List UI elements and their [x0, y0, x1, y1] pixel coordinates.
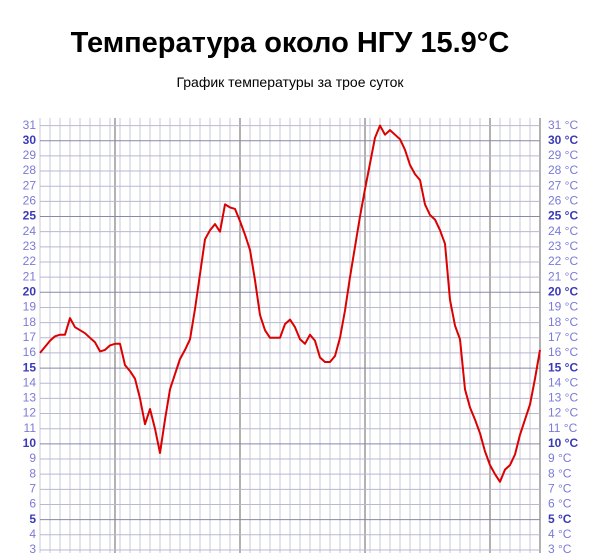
y2-tick-label: 25 °C — [548, 209, 578, 223]
y2-tick-label: 8 °C — [548, 466, 572, 480]
y2-tick-label: 22 °C — [548, 254, 578, 268]
y-tick-label: 12 — [23, 406, 37, 420]
y-tick-label: 25 — [23, 209, 37, 223]
y2-tick-label: 18 °C — [548, 315, 578, 329]
y-tick-label: 11 — [24, 421, 37, 435]
y2-tick-label: 30 °C — [548, 133, 578, 147]
y2-tick-label: 15 °C — [548, 360, 578, 374]
y-tick-label: 18 — [23, 315, 37, 329]
temperature-line — [39, 124, 541, 483]
y2-tick-label: 26 °C — [548, 194, 578, 208]
y2-tick-label: 29 °C — [548, 148, 578, 162]
y-tick-label: 21 — [23, 269, 37, 283]
grid — [39, 118, 541, 553]
y-tick-label: 8 — [29, 466, 36, 480]
y2-tick-label: 5 °C — [548, 512, 572, 526]
y-tick-label: 13 — [23, 391, 37, 405]
y-tick-label: 24 — [23, 224, 37, 238]
chart-title: Температура около НГУ 15.9°C — [71, 27, 510, 59]
y-tick-label: 31 — [23, 118, 37, 132]
y-tick-label: 27 — [23, 178, 37, 192]
y-tick-label: 29 — [23, 148, 37, 162]
y-tick-label: 6 — [29, 497, 36, 511]
y2-tick-label: 3 °C — [548, 542, 572, 553]
y2-tick-label: 4 °C — [548, 527, 572, 541]
y-tick-label: 26 — [23, 194, 37, 208]
y-tick-label: 9 — [29, 451, 36, 465]
y-tick-label: 7 — [29, 482, 36, 496]
y2-tick-label: 27 °C — [548, 178, 578, 192]
y-tick-label: 4 — [29, 527, 36, 541]
y-tick-label: 10 — [23, 436, 37, 450]
y2-tick-label: 17 °C — [548, 330, 578, 344]
y-tick-label: 17 — [23, 330, 37, 344]
y2-tick-label: 11 °C — [548, 421, 578, 435]
y2-tick-label: 23 °C — [548, 239, 578, 253]
y2-tick-label: 16 °C — [548, 345, 578, 359]
y-tick-label: 28 — [23, 163, 37, 177]
y2-tick-label: 24 °C — [548, 224, 578, 238]
y2-tick-label: 19 °C — [548, 300, 578, 314]
y-tick-label: 15 — [23, 360, 37, 374]
y-tick-label: 23 — [23, 239, 37, 253]
y2-tick-label: 12 °C — [548, 406, 578, 420]
y2-tick-label: 6 °C — [548, 497, 572, 511]
y2-tick-label: 20 °C — [548, 284, 578, 298]
y2-tick-label: 31 °C — [548, 118, 578, 132]
y2-tick-label: 13 °C — [548, 391, 578, 405]
y-tick-label: 22 — [23, 254, 37, 268]
plot — [39, 124, 541, 483]
y2-tick-label: 10 °C — [548, 436, 578, 450]
y2-tick-label: 14 °C — [548, 375, 578, 389]
y-tick-label: 14 — [23, 375, 37, 389]
y-tick-label: 19 — [23, 300, 37, 314]
y-tick-label: 20 — [23, 284, 37, 298]
y-tick-label: 16 — [23, 345, 37, 359]
y2-tick-label: 7 °C — [548, 482, 572, 496]
y-tick-label: 5 — [29, 512, 36, 526]
y2-tick-label: 21 °C — [548, 269, 578, 283]
y2-tick-label: 9 °C — [548, 451, 572, 465]
y-tick-label: 30 — [23, 133, 37, 147]
chart-subtitle: График температуры за трое суток — [176, 74, 404, 90]
y-tick-label: 3 — [29, 542, 36, 553]
y2-tick-label: 28 °C — [548, 163, 578, 177]
